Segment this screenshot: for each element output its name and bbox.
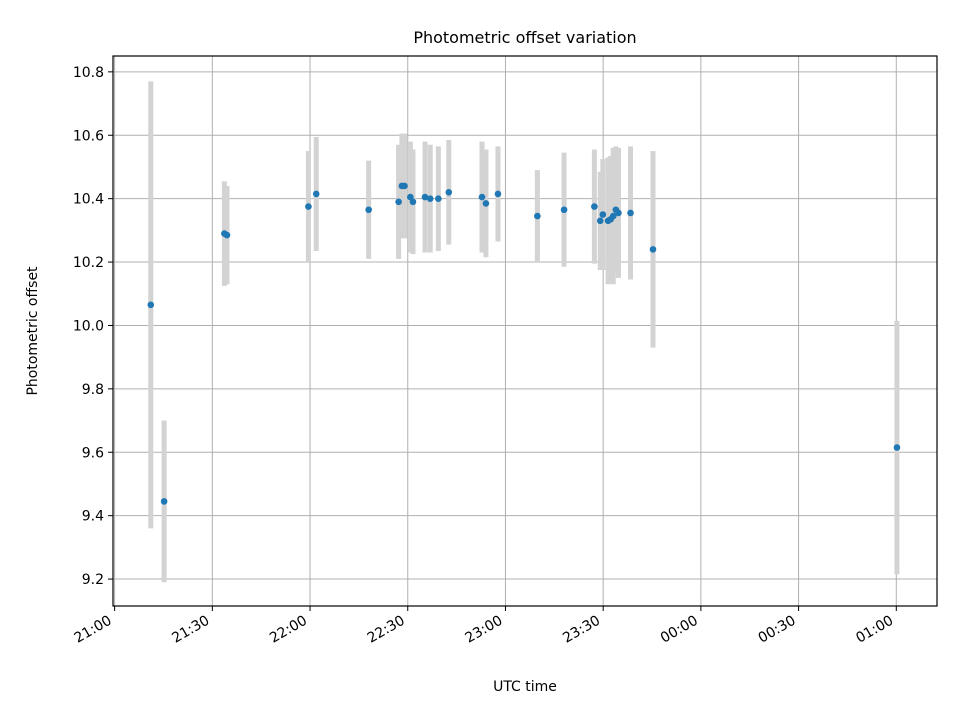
error-bars: [148, 81, 900, 583]
y-tick-label: 10.0: [73, 318, 104, 334]
x-tick-label: 00:30: [756, 613, 799, 647]
plot-frame: [112, 55, 938, 607]
data-point: [445, 189, 453, 196]
data-point: [147, 301, 155, 309]
data-point: [365, 206, 372, 214]
y-tick-label: 9.8: [82, 382, 104, 398]
data-point: [534, 212, 541, 220]
y-tick-label: 10.2: [73, 255, 104, 271]
data-point: [478, 193, 486, 201]
data-point: [409, 198, 417, 206]
data-point: [591, 203, 598, 210]
y-tick-label: 9.6: [82, 445, 104, 461]
data-point: [482, 200, 490, 207]
data-point: [893, 444, 901, 451]
data-point: [223, 231, 231, 239]
data-point: [401, 182, 408, 190]
x-tick-label: 22:00: [267, 613, 310, 647]
y-tick-label: 10.4: [73, 192, 104, 208]
data-point: [649, 246, 657, 253]
data-point: [305, 203, 312, 210]
y-tick-label: 10.6: [73, 128, 104, 144]
y-tick-label: 9.4: [82, 509, 104, 525]
y-axis-label: Photometric offset: [25, 266, 41, 396]
data-points: [147, 182, 901, 505]
x-axis-label: UTC time: [493, 679, 557, 695]
x-tick-label: 01:00: [853, 613, 896, 647]
data-point: [435, 195, 442, 202]
data-point: [160, 498, 168, 505]
x-axis-ticks: 21:00 21:30 22:00 22:30 23:00 23:30 00:00 00:30…: [72, 606, 897, 647]
data-point: [426, 195, 434, 202]
grid-lines: [113, 56, 937, 606]
y-tick-label: 10.8: [73, 65, 104, 81]
x-tick-label: 00:00: [658, 613, 701, 647]
y-axis-ticks: 9.2 9.4 9.6 9.8 10.0 10.2 10.4 10.6 10.8: [73, 65, 113, 588]
data-point: [395, 198, 402, 206]
data-point: [421, 193, 429, 201]
data-point: [312, 190, 320, 198]
x-tick-label: 23:30: [560, 613, 603, 647]
y-tick-label: 9.2: [82, 572, 104, 588]
data-point: [596, 217, 604, 225]
data-point: [627, 209, 634, 217]
x-tick-label: 21:30: [169, 613, 212, 647]
x-tick-label: 22:30: [365, 613, 408, 647]
data-point: [609, 212, 617, 220]
data-point: [494, 190, 502, 198]
x-tick-label: 21:00: [72, 613, 115, 647]
data-point: [599, 211, 607, 218]
chart-title: Photometric offset variation: [413, 28, 636, 47]
data-point: [560, 206, 568, 214]
x-tick-label: 23:00: [463, 613, 506, 647]
data-point: [615, 209, 622, 217]
